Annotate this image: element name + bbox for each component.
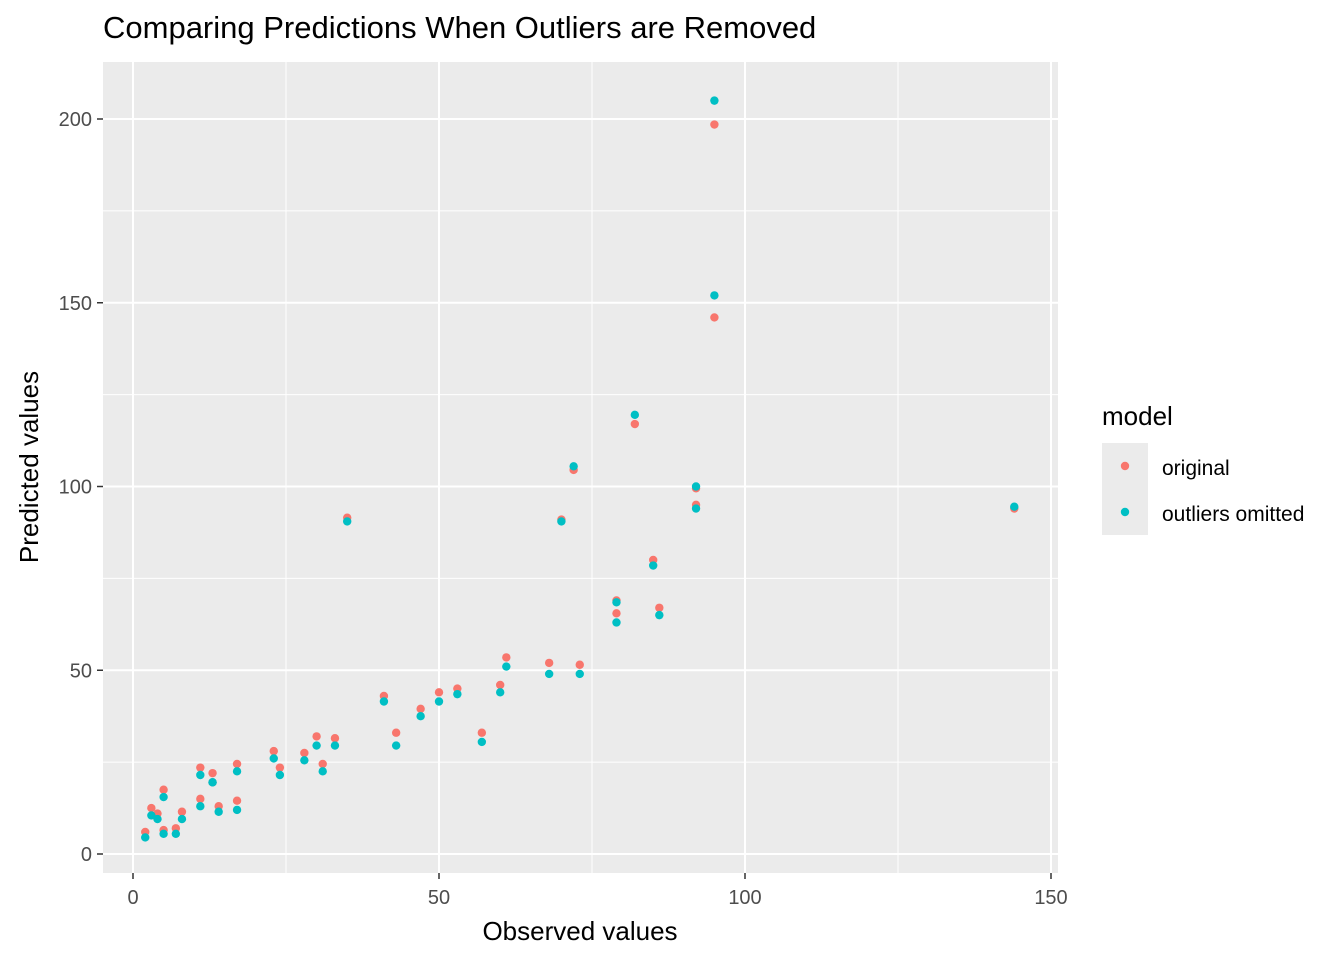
data-point-outliers-omitted [710, 291, 719, 300]
data-point-original [544, 658, 554, 668]
data-point-original [159, 785, 168, 794]
y-axis-label: Predicted values [14, 371, 44, 563]
data-point-outliers-omitted [196, 802, 205, 811]
data-point-outliers-omitted [141, 833, 150, 842]
minor-gridlines [103, 62, 1058, 873]
data-point-outliers-omitted [496, 688, 505, 697]
data-point-outliers-omitted [391, 741, 401, 750]
data-point-original [300, 748, 309, 758]
data-point-outliers-omitted [196, 770, 205, 780]
legend-key-original [1120, 461, 1130, 471]
data-point-original [177, 807, 187, 816]
data-point-original [196, 794, 205, 804]
y-tick-label: 150 [59, 293, 92, 315]
data-point-original [655, 603, 664, 612]
data-point-original [275, 763, 285, 772]
data-point-original [318, 759, 327, 769]
legend-label-outliers-omitted: outliers omitted [1162, 503, 1304, 526]
data-point-outliers-omitted [269, 754, 278, 763]
data-point-outliers-omitted [453, 689, 462, 699]
data-point-outliers-omitted [330, 741, 340, 750]
data-point-outliers-omitted [612, 598, 621, 607]
data-point-original [710, 120, 719, 129]
data-point-outliers-omitted [312, 741, 321, 750]
data-point-original [208, 768, 217, 778]
data-point-outliers-omitted [710, 96, 719, 105]
data-point-outliers-omitted [649, 561, 658, 570]
data-point-outliers-omitted [612, 618, 621, 627]
data-point-outliers-omitted [153, 814, 162, 824]
x-tick-label: 150 [1034, 887, 1067, 909]
data-point-original [612, 609, 621, 618]
data-point-original [630, 419, 640, 429]
y-tick-label: 50 [70, 660, 92, 682]
data-point-outliers-omitted [147, 811, 156, 820]
data-point-original [710, 313, 719, 322]
chart-title: Comparing Predictions When Outliers are … [103, 10, 817, 45]
y-tick-label: 0 [81, 844, 92, 866]
data-point-outliers-omitted [544, 669, 554, 679]
data-point-original [416, 704, 425, 714]
data-point-outliers-omitted [232, 767, 242, 776]
data-point-outliers-omitted [300, 756, 309, 765]
x-tick-label: 50 [428, 887, 450, 909]
data-point-outliers-omitted [171, 829, 181, 838]
data-point-original [575, 660, 584, 669]
data-point-original [391, 728, 401, 737]
x-tick-label: 100 [728, 887, 761, 909]
data-point-outliers-omitted [691, 482, 701, 491]
data-point-outliers-omitted [343, 517, 352, 526]
data-point-outliers-omitted [159, 792, 168, 802]
data-point-outliers-omitted [691, 504, 701, 513]
data-point-original [330, 734, 340, 743]
data-point-outliers-omitted [208, 778, 217, 787]
x-tick-label: 0 [127, 887, 138, 909]
x-axis-ticks: 0 50 100 150 [127, 873, 1068, 909]
legend-key-outliers-omitted [1120, 507, 1130, 517]
legend-label-original: original [1162, 457, 1230, 480]
data-point-outliers-omitted [275, 770, 285, 780]
data-point-outliers-omitted [569, 462, 578, 471]
data-point-outliers-omitted [502, 662, 511, 671]
data-point-outliers-omitted [416, 711, 425, 721]
data-point-original [269, 746, 278, 756]
data-point-outliers-omitted [655, 610, 664, 620]
y-tick-label: 100 [59, 477, 92, 499]
plot-panel [103, 62, 1058, 873]
data-point-outliers-omitted [575, 669, 584, 679]
data-point-original [502, 653, 511, 662]
data-point-outliers-omitted [434, 697, 444, 706]
data-point-outliers-omitted [557, 517, 566, 526]
data-point-original [232, 796, 242, 805]
series-outliers-omitted-points [141, 96, 1019, 842]
y-axis-ticks: 0 50 100 150 200 [59, 109, 103, 866]
data-point-outliers-omitted [1010, 502, 1019, 511]
data-point-original [196, 763, 205, 772]
data-point-outliers-omitted [630, 410, 640, 420]
data-point-outliers-omitted [177, 814, 187, 824]
data-point-original [232, 759, 242, 769]
legend-title: model [1102, 401, 1173, 431]
data-point-original [312, 732, 321, 741]
data-point-outliers-omitted [159, 829, 168, 838]
legend: model original outliers omitted [1102, 401, 1304, 535]
data-point-outliers-omitted [318, 767, 327, 776]
data-point-outliers-omitted [232, 805, 242, 815]
data-point-outliers-omitted [379, 697, 389, 706]
y-tick-label: 200 [59, 109, 92, 131]
data-point-outliers-omitted [477, 737, 487, 747]
data-point-original [496, 680, 505, 690]
data-point-outliers-omitted [214, 807, 223, 816]
data-point-original [147, 803, 156, 813]
data-point-original [434, 688, 444, 697]
data-point-original [477, 728, 487, 737]
x-axis-label: Observed values [482, 916, 677, 946]
